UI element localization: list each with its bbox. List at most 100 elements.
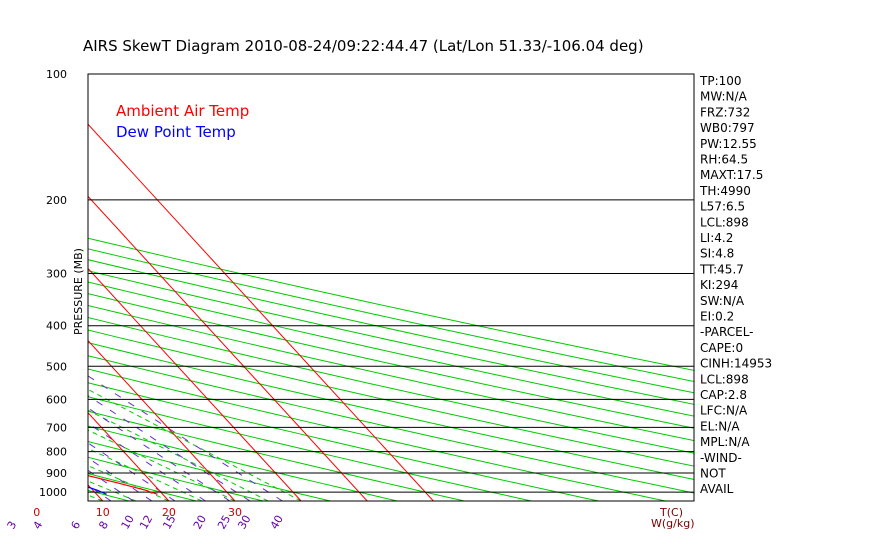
y-axis-label: PRESSURE (MB) [72, 248, 85, 335]
bottom-axis: -50-40-30-20-100102030 [33, 506, 242, 519]
dry-adiabat [88, 293, 694, 429]
index-label: MAXT:17.5 [700, 168, 763, 182]
index-label: PW:12.55 [700, 137, 757, 151]
mixing-ratio-tick-label: 4 [31, 519, 46, 532]
dry-adiabat [88, 281, 694, 417]
index-label: MW:N/A [700, 90, 748, 104]
dry-adiabat [88, 342, 694, 480]
pressure-tick-label: 700 [46, 421, 67, 434]
pressure-tick-label: 500 [46, 360, 67, 373]
background-lines [0, 74, 694, 502]
dry-adiabat [88, 237, 694, 371]
pressure-tick-label: 900 [46, 467, 67, 480]
chart-title: AIRS SkewT Diagram 2010-08-24/09:22:44.4… [83, 37, 644, 55]
mixing-ratio-tick-label: 8 [96, 519, 111, 532]
bottom-tick-label: 30 [228, 506, 242, 519]
index-label: RH:64.5 [700, 153, 748, 167]
index-label: EI:0.2 [700, 310, 734, 324]
index-label: TH:4990 [699, 184, 751, 198]
mixing-ratio-label: W(g/kg) [651, 517, 695, 530]
mixing-ratio-line [88, 394, 251, 501]
dry-adiabat [88, 425, 398, 501]
isotherm [88, 123, 434, 501]
bottom-tick-label: 20 [162, 506, 176, 519]
isotherm [0, 74, 37, 501]
index-label: L57:6.5 [700, 200, 745, 214]
moist-adiabat [0, 135, 37, 501]
index-label: KI:294 [700, 278, 738, 292]
pressure-axis: 100 200 300 400 500 600 700 800 900 1000 [39, 68, 67, 499]
index-label: TT:45.7 [699, 262, 744, 276]
mixing-ratio-tick-label: 20 [191, 513, 209, 532]
dry-adiabat [88, 270, 694, 405]
index-label: SI:4.8 [700, 247, 734, 261]
pressure-tick-label: 200 [46, 194, 67, 207]
index-label: CAP:2.8 [700, 388, 747, 402]
dry-adiabat [88, 456, 264, 501]
index-label: FRZ:732 [700, 105, 750, 119]
index-label: NOT [700, 467, 726, 481]
mixing-ratio-tick-label: 30 [235, 513, 253, 532]
isotherm [88, 484, 104, 501]
mixing-ratio-line [88, 375, 283, 501]
index-label: CAPE:0 [700, 341, 743, 355]
mixing-ratio-line [0, 274, 19, 502]
mixing-ratio-tick-label: 40 [268, 513, 286, 532]
pressure-tick-label: 1000 [39, 486, 67, 499]
x-axis-label: T(C) [659, 506, 683, 519]
dry-adiabat [88, 396, 532, 501]
index-label: WB0:797 [700, 121, 755, 135]
mixing-ratio-line [88, 407, 231, 501]
legend-ambient-air-temp: Ambient Air Temp [116, 102, 249, 120]
dry-adiabat [0, 74, 62, 501]
index-label: LCL:898 [700, 215, 749, 229]
bottom-tick-label: 0 [33, 506, 40, 519]
plot-frame [87, 73, 695, 502]
moist-adiabat [88, 448, 203, 501]
mixing-ratio-tick-label: 3 [5, 519, 20, 532]
index-label: -WIND- [700, 451, 742, 465]
dry-adiabat [88, 329, 694, 467]
index-label: LFC:N/A [700, 404, 748, 418]
dry-adiabat [88, 410, 465, 501]
index-label: MPL:N/A [700, 435, 750, 449]
pressure-tick-label: 300 [46, 268, 67, 281]
moist-adiabat [88, 480, 137, 501]
index-label: EL:N/A [700, 419, 740, 433]
isotherm [88, 195, 368, 501]
mixing-ratio-line [0, 274, 45, 502]
pressure-tick-label: 100 [46, 68, 67, 81]
mixing-ratio-tick-label: 15 [160, 513, 178, 532]
index-label: LI:4.2 [700, 231, 733, 245]
index-label: AVAIL [700, 482, 734, 496]
dry-adiabat [88, 368, 666, 501]
mixing-ratio-tick-label: 12 [137, 513, 155, 532]
dry-adiabat [88, 355, 694, 494]
mixing-ratio-line [0, 274, 83, 502]
index-label: LCL:898 [700, 372, 749, 386]
dry-adiabat [88, 382, 599, 501]
pressure-tick-label: 600 [46, 393, 67, 406]
mixing-ratio-line [88, 422, 206, 501]
pressure-tick-label: 400 [46, 320, 67, 333]
dry-adiabat [88, 304, 694, 442]
index-label: -PARCEL- [700, 325, 754, 339]
moist-adiabat [0, 135, 4, 501]
index-label: SW:N/A [700, 294, 745, 308]
isotherm [88, 267, 302, 501]
mixing-ratio-tick-label: 6 [68, 519, 83, 532]
mixing-ratio-tick-label: 10 [119, 513, 137, 532]
dry-adiabat [88, 259, 694, 394]
dry-adiabat [88, 317, 694, 454]
bottom-tick-label: 10 [96, 506, 110, 519]
mixing-ratio-axis: 0.10.20.511.52346810121520253040 [5, 513, 286, 532]
pressure-tick-label: 800 [46, 446, 67, 459]
isotherm [88, 412, 170, 501]
index-label: CINH:14953 [700, 357, 772, 371]
index-label: TP:100 [699, 74, 742, 88]
isotherm [88, 339, 236, 501]
legend-dew-point-temp: Dew Point Temp [116, 123, 236, 141]
mixing-ratio-tick-label: 25 [215, 513, 233, 532]
